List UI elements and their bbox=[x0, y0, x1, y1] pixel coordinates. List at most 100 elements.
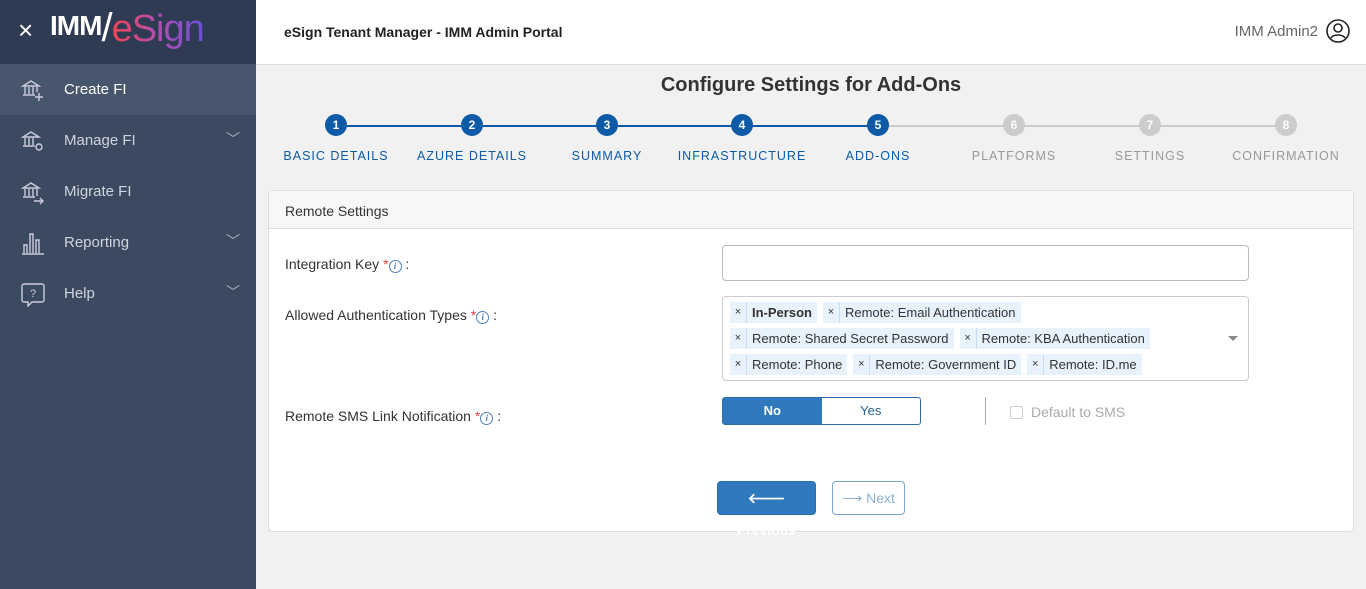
step-number: 7 bbox=[1139, 114, 1161, 136]
step-number: 4 bbox=[731, 114, 753, 136]
step-basic-details[interactable]: 1 BASIC DETAILS bbox=[271, 114, 401, 163]
step-number: 6 bbox=[1003, 114, 1025, 136]
remove-tag-icon[interactable]: × bbox=[730, 354, 747, 375]
selected-tag: × Remote: KBA Authentication bbox=[959, 328, 1150, 349]
integration-key-input[interactable] bbox=[722, 245, 1249, 281]
default-to-sms-checkbox[interactable]: Default to SMS bbox=[1010, 404, 1125, 420]
step-connector bbox=[1014, 125, 1150, 127]
logo: IMM/eSign bbox=[50, 6, 205, 50]
info-icon[interactable]: i bbox=[476, 311, 490, 324]
sidebar-item-migrate-fi[interactable]: Migrate FI bbox=[0, 166, 256, 217]
bank-arrow-icon bbox=[20, 181, 44, 204]
svg-text:?: ? bbox=[30, 288, 36, 300]
step-label: ADD-ONS bbox=[845, 149, 911, 163]
step-number: 5 bbox=[867, 114, 889, 136]
tag-row: × In-Person × Remote: Email Authentication bbox=[730, 302, 1241, 328]
auth-types-multiselect[interactable]: × In-Person × Remote: Email Authentication ×… bbox=[722, 296, 1249, 381]
user-name: IMM Admin2 bbox=[1234, 22, 1318, 40]
step-connector bbox=[742, 125, 878, 127]
sidebar-item-label: Create FI bbox=[64, 81, 127, 98]
tag-label: Remote: Phone bbox=[752, 357, 843, 372]
bank-gear-icon bbox=[20, 130, 43, 151]
remove-tag-icon[interactable]: × bbox=[960, 328, 977, 349]
step-azure-details[interactable]: 2 AZURE DETAILS bbox=[407, 114, 537, 163]
step-label: AZURE DETAILS bbox=[416, 149, 527, 163]
previous-button[interactable]: 🡐 Previous bbox=[717, 481, 816, 538]
chevron-down-icon[interactable]: ﹀ bbox=[226, 131, 240, 147]
info-icon[interactable]: i bbox=[480, 412, 494, 425]
step-settings[interactable]: 7 SETTINGS bbox=[1085, 114, 1215, 163]
tag-label: In-Person bbox=[752, 305, 812, 320]
remove-tag-icon[interactable]: × bbox=[1027, 354, 1045, 375]
step-label: PLATFORMS bbox=[971, 149, 1057, 163]
tag-label: Remote: Government ID bbox=[875, 357, 1017, 372]
tag-label: Remote: ID.me bbox=[1049, 357, 1137, 372]
remote-settings-card: Remote Settings Integration Key * i : All… bbox=[268, 190, 1354, 538]
help-bubble-icon: ? bbox=[21, 282, 45, 307]
button-label: Next bbox=[866, 490, 895, 506]
step-confirmation[interactable]: 8 CONFIRMATION bbox=[1221, 114, 1351, 163]
selected-tag: × In-Person bbox=[730, 302, 817, 323]
tag-label: Remote: KBA Authentication bbox=[981, 331, 1145, 346]
tag-label: Remote: Shared Secret Password bbox=[752, 331, 949, 346]
remove-tag-icon[interactable]: × bbox=[730, 302, 747, 323]
tag-row: × Remote: Phone × Remote: Government ID × Rem… bbox=[730, 354, 1241, 380]
remove-tag-icon[interactable]: × bbox=[730, 328, 747, 349]
remove-tag-icon[interactable]: × bbox=[853, 354, 871, 375]
toggle-yes[interactable]: Yes bbox=[860, 403, 882, 418]
sidebar-item-label: Migrate FI bbox=[64, 183, 132, 200]
checkbox-label: Default to SMS bbox=[1031, 404, 1126, 420]
step-summary[interactable]: 3 SUMMARY bbox=[542, 114, 672, 163]
step-label: BASIC DETAILS bbox=[283, 149, 389, 163]
step-connector bbox=[472, 125, 607, 127]
step-infrastructure[interactable]: 4 INFRASTRUCTURE bbox=[677, 114, 807, 163]
step-connector bbox=[1150, 125, 1286, 127]
user-menu[interactable]: IMM Admin2 bbox=[1235, 19, 1350, 43]
dropdown-caret-icon[interactable] bbox=[1228, 336, 1238, 346]
chevron-down-icon[interactable]: ﹀ bbox=[226, 233, 240, 249]
sidebar: × IMM/eSign Create FI Manage FI ﹀ Migrate F… bbox=[0, 0, 256, 589]
step-connector bbox=[336, 125, 472, 127]
user-avatar-icon bbox=[1326, 19, 1350, 43]
logo-bar: × IMM/eSign bbox=[0, 0, 256, 64]
step-number: 1 bbox=[325, 114, 347, 136]
sidebar-item-create-fi[interactable]: Create FI bbox=[0, 64, 256, 115]
sidebar-item-label: Reporting bbox=[64, 234, 130, 251]
sidebar-item-reporting[interactable]: Reporting ﹀ bbox=[0, 217, 256, 268]
arrow-right-icon: ⟶ bbox=[842, 490, 863, 506]
checkbox-box[interactable] bbox=[1010, 405, 1023, 419]
integration-key-label: Integration Key * i : bbox=[285, 256, 410, 273]
sidebar-item-manage-fi[interactable]: Manage FI ﹀ bbox=[0, 115, 256, 166]
next-button[interactable]: ⟶ Next bbox=[832, 481, 905, 515]
card-title: Remote Settings bbox=[269, 191, 1353, 229]
tag-label: Remote: Email Authentication bbox=[844, 305, 1016, 320]
bar-chart-icon bbox=[22, 232, 44, 255]
selected-tag: × Remote: ID.me bbox=[1027, 354, 1142, 375]
step-label: INFRASTRUCTURE bbox=[677, 149, 807, 163]
step-connector bbox=[878, 125, 1014, 127]
selected-tag: × Remote: Government ID bbox=[853, 354, 1022, 375]
sms-toggle: No Yes bbox=[722, 397, 921, 425]
divider bbox=[985, 397, 986, 425]
sidebar-item-label: Manage FI bbox=[64, 132, 136, 149]
sidebar-item-help[interactable]: ? Help ﹀ bbox=[0, 268, 256, 319]
app-title: eSign Tenant Manager - IMM Admin Portal bbox=[284, 24, 563, 40]
step-add-ons[interactable]: 5 ADD-ONS bbox=[813, 114, 943, 163]
top-bar: eSign Tenant Manager - IMM Admin Portal … bbox=[256, 0, 1366, 65]
step-label: SUMMARY bbox=[571, 149, 643, 163]
step-number: 2 bbox=[461, 114, 483, 136]
bank-plus-icon bbox=[20, 79, 43, 101]
remove-tag-icon[interactable]: × bbox=[823, 302, 840, 323]
step-connector bbox=[607, 125, 742, 127]
toggle-no[interactable]: No bbox=[723, 398, 822, 424]
step-platforms[interactable]: 6 PLATFORMS bbox=[949, 114, 1079, 163]
step-number: 8 bbox=[1275, 114, 1297, 136]
close-icon[interactable]: × bbox=[18, 15, 34, 45]
tag-row: × Remote: Shared Secret Password × Remote: … bbox=[730, 328, 1241, 354]
chevron-down-icon[interactable]: ﹀ bbox=[226, 284, 240, 300]
info-icon[interactable]: i bbox=[388, 260, 402, 273]
page-title: Configure Settings for Add-Ons bbox=[660, 74, 962, 96]
required-asterisk: * bbox=[383, 256, 389, 272]
sms-label: Remote SMS Link Notification * i : bbox=[285, 408, 502, 425]
label-text: Remote SMS Link Notification bbox=[285, 408, 471, 424]
